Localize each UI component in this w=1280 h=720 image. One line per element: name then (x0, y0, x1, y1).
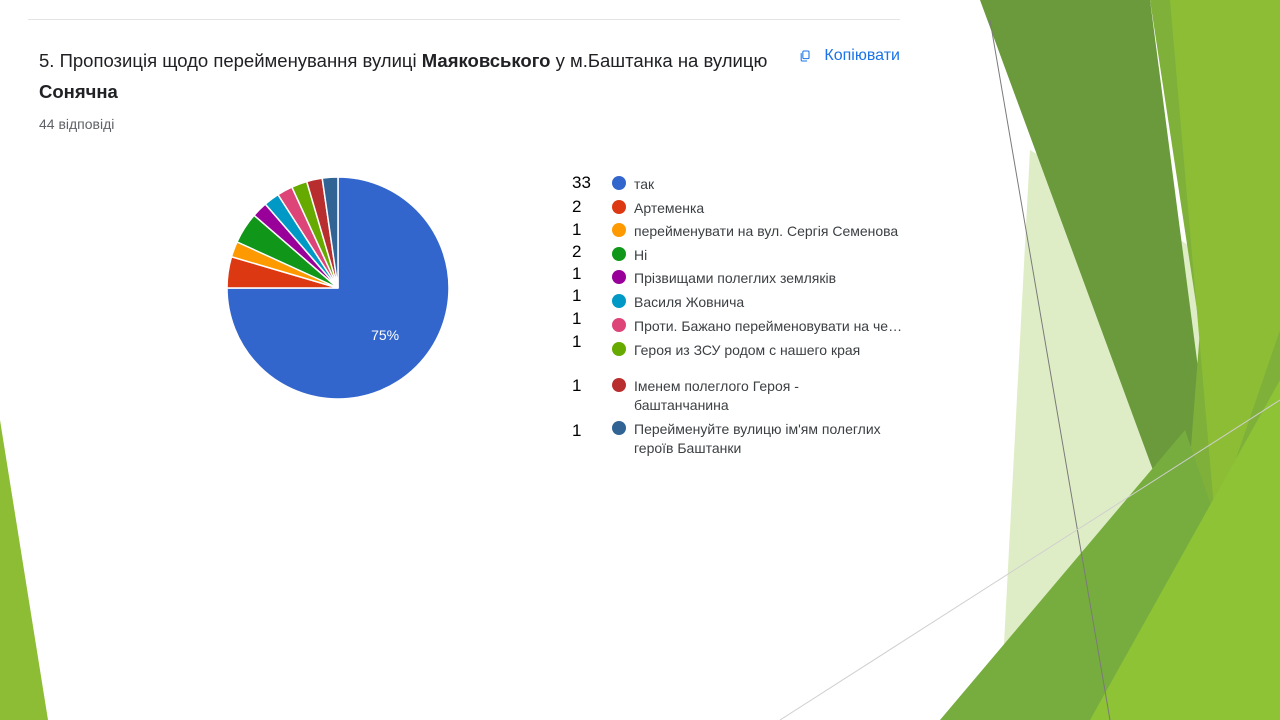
legend-color-dot (612, 270, 626, 284)
legend-label: так (634, 176, 655, 192)
legend-item[interactable]: так (612, 175, 904, 194)
copy-icon (800, 50, 810, 62)
copy-button[interactable]: Копіювати (800, 44, 900, 68)
response-count-number: 1 (572, 264, 582, 283)
left-green-wedge (0, 420, 48, 720)
legend-label: Проти. Бажано перейменовувати на честь (634, 318, 904, 334)
title-part-1: 5. Пропозиція щодо перейменування вулиці (39, 50, 422, 71)
decor-thin-line (989, 19, 1111, 720)
title-old-name: Маяковського (421, 50, 551, 71)
legend-label: Іменем полеглого Героя - баштанчанина (634, 378, 799, 413)
response-count-number: 1 (572, 376, 582, 395)
response-count-number: 1 (572, 286, 582, 305)
decor-thin-line-2 (779, 399, 1280, 720)
slice-percent-label: 75% (371, 327, 399, 343)
response-count: 44 відповіді (39, 116, 115, 132)
response-count-number: 2 (572, 242, 582, 261)
pie-slice-9[interactable] (321, 176, 339, 289)
response-count-number: 2 (572, 197, 582, 216)
legend-label: Героя из ЗСУ родом с нашего края (634, 342, 861, 358)
title-new-name: Сонячна (39, 81, 118, 102)
legend-color-dot (612, 342, 626, 356)
legend-label: Прізвищами полеглих земляків (634, 270, 837, 286)
legend-item[interactable]: Ні (612, 246, 904, 265)
card-divider (28, 19, 900, 20)
decor-bottom-right (1090, 380, 1280, 720)
decor-dark-band (980, 0, 1210, 530)
question-title: 5. Пропозиція щодо перейменування вулиці… (39, 45, 779, 107)
legend-color-dot (612, 421, 626, 435)
legend-color-dot (612, 223, 626, 237)
legend-item[interactable]: Артеменка (612, 199, 904, 218)
decor-green-bright (1170, 0, 1280, 520)
legend-item[interactable]: Іменем полеглого Героя - баштанчанина (612, 377, 894, 415)
response-count-number: 33 (572, 173, 591, 192)
legend-item[interactable]: Василя Жовнича (612, 293, 904, 312)
legend-color-dot (612, 294, 626, 308)
legend-label: Артеменка (634, 200, 705, 216)
legend-item[interactable]: Перейменуйте вулицю ім'ям полеглих герої… (612, 420, 894, 458)
legend-item[interactable]: Прізвищами полеглих земляків (612, 269, 904, 288)
legend-color-dot (612, 176, 626, 190)
legend-item[interactable]: перейменувати на вул. Сергія Семенова (612, 222, 904, 241)
legend-label: перейменувати на вул. Сергія Семенова (634, 223, 899, 239)
title-part-2: у м.Баштанка на вулицю (550, 50, 768, 71)
legend-label: Ні (634, 247, 648, 263)
response-count-number: 1 (572, 220, 582, 239)
legend-label: Василя Жовнича (634, 294, 745, 310)
question-card: 5. Пропозиція щодо перейменування вулиці… (22, 0, 904, 480)
legend-item[interactable]: Героя из ЗСУ родом с нашего края (612, 341, 904, 360)
legend-color-dot (612, 247, 626, 261)
legend-item[interactable]: Проти. Бажано перейменовувати на честь (612, 317, 904, 336)
legend-label: Перейменуйте вулицю ім'ям полеглих герої… (634, 421, 881, 456)
legend-color-dot (612, 378, 626, 392)
legend-color-dot (612, 200, 626, 214)
pie-chart: 75% (226, 176, 450, 399)
response-count-number: 1 (572, 421, 582, 440)
response-count-number: 1 (572, 332, 582, 351)
legend-color-dot (612, 318, 626, 332)
copy-label: Копіювати (824, 47, 900, 64)
response-count-number: 1 (572, 309, 582, 328)
